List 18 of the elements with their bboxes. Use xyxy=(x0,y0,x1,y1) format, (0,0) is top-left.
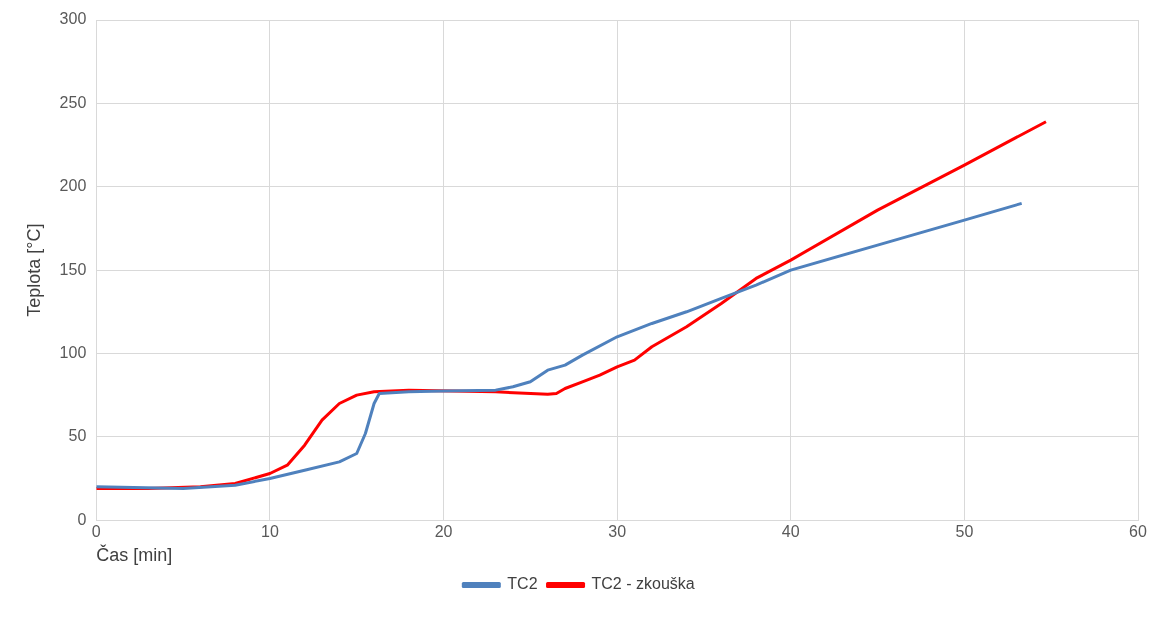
y-axis-title: Teplota [°C] xyxy=(23,223,44,317)
x-tick-label: 40 xyxy=(781,523,800,541)
legend-label: TC2 - zkouška xyxy=(591,575,695,593)
x-tick-label: 60 xyxy=(1129,523,1147,541)
x-tick-label: 50 xyxy=(955,523,974,541)
x-tick-label: 10 xyxy=(261,523,279,541)
x-tick-label: 30 xyxy=(608,523,627,541)
y-tick-label: 300 xyxy=(59,10,87,28)
legend-label: TC2 xyxy=(507,575,538,593)
x-tick-label: 20 xyxy=(434,523,453,541)
y-tick-label: 200 xyxy=(59,177,87,195)
x-tick-label: 0 xyxy=(91,523,101,541)
y-tick-label: 150 xyxy=(59,260,87,278)
y-tick-label: 100 xyxy=(59,343,87,361)
y-tick-label: 250 xyxy=(59,93,87,111)
y-tick-label: 50 xyxy=(68,427,87,445)
y-tick-label: 0 xyxy=(77,510,87,528)
x-axis-title: Čas [min] xyxy=(96,544,173,566)
